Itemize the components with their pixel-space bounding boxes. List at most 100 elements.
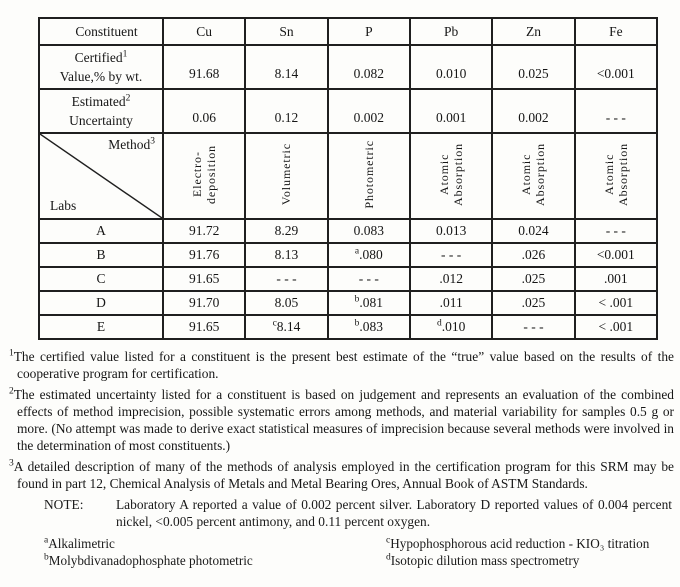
superscript-marker: d [386, 552, 391, 563]
lab-B-value-cu: 91.76 [161, 242, 247, 268]
estimated-label: Estimated2 Uncertainty [38, 88, 164, 134]
method-footnote-a: aAlkalimetric [44, 535, 115, 551]
superscript-marker: 3 [9, 458, 14, 469]
lab-E-value-cu: 91.65 [161, 314, 247, 340]
lab-A-value-cu: 91.72 [161, 218, 247, 244]
lab-row-C: C 91.65- - -- - - .012.025.001 [38, 266, 659, 292]
superscript-marker: b [354, 294, 360, 305]
lab-name-D: D [38, 290, 164, 316]
lab-D-value-p: b.081 [326, 290, 411, 316]
lab-name-E: E [38, 314, 164, 340]
certified-value-cu: 91.68 [161, 44, 247, 90]
lab-C-value-p: - - - [326, 266, 411, 292]
lab-name-C: C [38, 266, 164, 292]
labs-label: Labs [50, 198, 77, 213]
lab-E-value-zn: - - - [491, 314, 576, 340]
superscript-marker: a [44, 535, 49, 546]
lab-row-E: E 91.65 c8.14 b.083 d.010- - - < .001 [38, 314, 659, 340]
rotated-method-name: Atomic Absorption [519, 142, 548, 206]
note-text: Laboratory A reported a value of 0.002 p… [116, 497, 672, 529]
lab-C-value-pb: .012 [408, 266, 494, 292]
certified-row: Certified1 Value,% by wt. 91.68 8.14 0.082 0.… [38, 44, 659, 90]
superscript-marker: 3 [150, 136, 155, 147]
lab-D-value-cu: 91.70 [161, 290, 247, 316]
superscript-marker: c [386, 535, 391, 546]
rotated-method-name: Electro-deposition [190, 144, 219, 204]
method-footnote-c: cHypophosphorous acid reduction - KIO₃ t… [386, 535, 650, 551]
lab-C-value-fe: .001 [573, 266, 659, 292]
rotated-method-name: Photometric [361, 139, 376, 209]
estimated-row: Estimated2 Uncertainty 0.06 0.12 0.002 0.001 0… [38, 88, 659, 134]
estimated-value-zn: 0.002 [491, 88, 576, 134]
lab-row-A: A 91.72 8.29 0.083 0.013 0.024- - - [38, 218, 659, 244]
diagonal-divider [40, 134, 162, 218]
note-paragraph: NOTE: Laboratory A reported a value of 0… [44, 496, 672, 530]
footnote-2: 2The estimated uncertainty listed for a … [9, 386, 674, 453]
lab-row-D: D 91.70 8.05 b.081.011.025 < .001 [38, 290, 659, 316]
rotated-method-name: Atomic Absorption [601, 142, 630, 206]
element-header-zn: Zn [491, 17, 576, 46]
rotated-method-name: Atomic Absorption [437, 142, 466, 206]
lab-B-value-pb: - - - [408, 242, 494, 268]
method-footnote-b: bMolybdivanadophosphate photometric [44, 552, 253, 568]
element-header-pb: Pb [408, 17, 494, 46]
method-header-fe: Atomic Absorption [573, 132, 659, 220]
lab-A-value-p: 0.083 [326, 218, 411, 244]
method-header-zn: Atomic Absorption [491, 132, 576, 220]
superscript-marker: b [44, 552, 49, 563]
lab-D-value-pb: .011 [408, 290, 494, 316]
lab-A-value-fe: - - - [573, 218, 659, 244]
lab-A-value-pb: 0.013 [408, 218, 494, 244]
lab-C-value-sn: - - - [244, 266, 329, 292]
footnote-1: 1The certified value listed for a consti… [9, 348, 674, 381]
footnote-3: 3A detailed description of many of the m… [9, 458, 674, 491]
method-labs-cell: Method3 Labs [38, 132, 164, 220]
method-label: Method3 [108, 136, 155, 152]
superscript-marker: a [354, 246, 360, 257]
estimated-value-fe: - - - [573, 88, 659, 134]
lab-A-value-sn: 8.29 [244, 218, 329, 244]
constituent-header: Constituent [38, 17, 164, 46]
method-header-p: Photometric [326, 132, 411, 220]
superscript-marker: 2 [9, 386, 14, 397]
lab-row-B: B 91.76 8.13 a.080- - - .026 <0.001 [38, 242, 659, 268]
lab-E-value-fe: < .001 [573, 314, 659, 340]
certified-values-table: Constituent Cu Sn P Pb Zn Fe Certified1 Value,% … [38, 17, 659, 340]
method-header-sn: Volumetric [244, 132, 329, 220]
element-header-cu: Cu [161, 17, 247, 46]
superscript-marker: 2 [125, 93, 131, 104]
lab-B-value-fe: <0.001 [573, 242, 659, 268]
superscript-marker: c [272, 318, 277, 329]
lab-E-value-p: b.083 [326, 314, 411, 340]
superscript-marker: 1 [9, 348, 14, 359]
note-label: NOTE: [44, 497, 84, 512]
lab-E-value-pb: d.010 [408, 314, 494, 340]
method-footnote-d: dIsotopic dilution mass spectrometry [386, 552, 580, 568]
certified-value-fe: <0.001 [573, 44, 659, 90]
method-footnotes-section: aAlkalimetric bMolybdivanadophosphate pho… [44, 535, 680, 569]
certified-value-sn: 8.14 [244, 44, 329, 90]
lab-B-value-p: a.080 [326, 242, 411, 268]
lab-D-value-fe: < .001 [573, 290, 659, 316]
method-header-pb: Atomic Absorption [408, 132, 494, 220]
element-header-fe: Fe [573, 17, 659, 46]
footnotes-section: 1The certified value listed for a consti… [9, 348, 674, 492]
header-row: Constituent Cu Sn P Pb Zn Fe [38, 17, 659, 46]
lab-E-value-sn: c8.14 [244, 314, 329, 340]
lab-D-value-zn: .025 [491, 290, 576, 316]
certified-value-pb: 0.010 [408, 44, 494, 90]
lab-name-B: B [38, 242, 164, 268]
method-footnotes-left-column: aAlkalimetric bMolybdivanadophosphate pho… [44, 535, 386, 569]
estimated-value-pb: 0.001 [408, 88, 494, 134]
superscript-marker: 1 [122, 49, 128, 60]
lab-B-value-zn: .026 [491, 242, 576, 268]
estimated-value-cu: 0.06 [161, 88, 247, 134]
certified-value-p: 0.082 [326, 44, 411, 90]
estimated-value-sn: 0.12 [244, 88, 329, 134]
estimated-value-p: 0.002 [326, 88, 411, 134]
certified-value-zn: 0.025 [491, 44, 576, 90]
element-header-sn: Sn [244, 17, 329, 46]
lab-B-value-sn: 8.13 [244, 242, 329, 268]
rotated-method-name: Volumetric [279, 142, 294, 206]
